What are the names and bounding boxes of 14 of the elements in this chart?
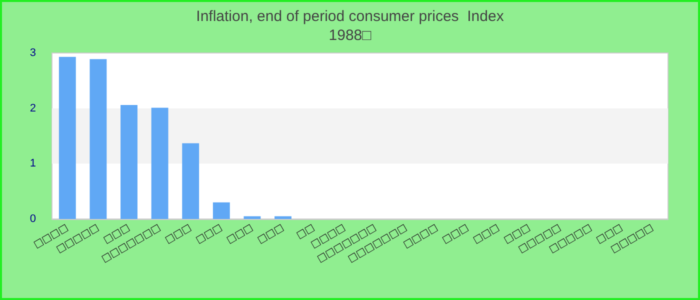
- chart-subtitle: 1988□: [328, 27, 372, 44]
- bar: [90, 59, 107, 219]
- chart-title: Inflation, end of period consumer prices Index: [196, 8, 504, 25]
- bar: [274, 216, 292, 219]
- bar: [182, 143, 200, 219]
- y-tick-label: 2: [30, 102, 36, 114]
- bar: [244, 216, 261, 219]
- y-tick-label: 3: [30, 47, 36, 59]
- bar: [212, 202, 230, 219]
- y-tick-label: 1: [30, 158, 36, 170]
- bar: [58, 56, 76, 219]
- bar: [120, 105, 138, 219]
- bar: [151, 108, 168, 219]
- y-tick-label: 0: [30, 213, 36, 225]
